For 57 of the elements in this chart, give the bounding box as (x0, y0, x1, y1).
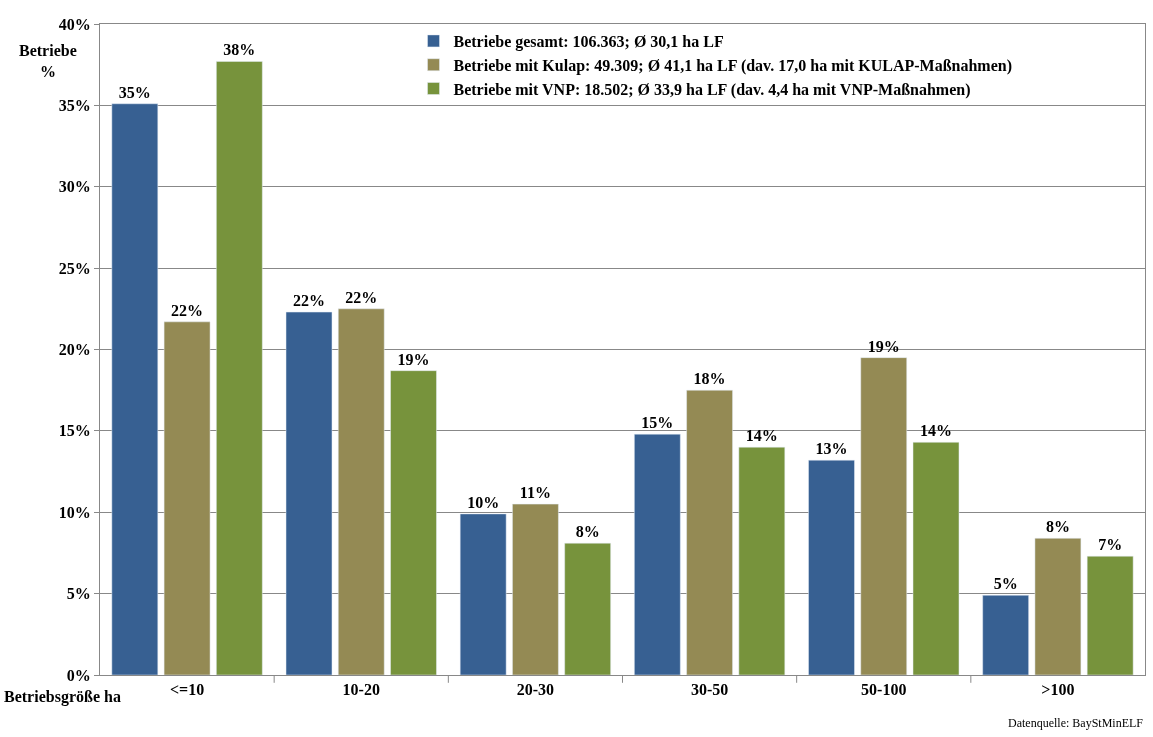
bar (738, 446, 786, 675)
bar (564, 542, 611, 675)
legend-label: Betriebe mit VNP: 18.502; Ø 33,9 ha LF (dav. 4,4 ha mit VNP-Maßnahmen) (453, 80, 971, 99)
data-label: 18% (693, 370, 726, 388)
bar (285, 311, 333, 675)
data-label: 11% (519, 484, 551, 502)
x-tick-label: 30-50 (690, 681, 729, 699)
data-label: 14% (745, 427, 778, 445)
data-label: 38% (223, 41, 256, 59)
x-tick-label: 50-100 (861, 681, 907, 699)
y-tick-label: 10% (58, 503, 91, 521)
y-tick-label: 20% (58, 341, 91, 359)
bar (686, 389, 733, 675)
bar (634, 433, 681, 675)
x-tick-label: 10-20 (342, 681, 380, 699)
data-label: 8% (575, 523, 600, 541)
bar (163, 321, 211, 675)
text: Datenquelle: BayStMinELF (1008, 716, 1144, 730)
y-tick-label: 40% (58, 15, 91, 33)
legend-label: Betriebe gesamt: 106.363; Ø 30,1 ha LF (453, 33, 724, 52)
data-label: 5% (993, 575, 1018, 593)
x-axis-title: Betriebsgröße ha (4, 688, 121, 706)
bar (860, 357, 907, 675)
data-label: 14% (920, 422, 952, 440)
y-tick-label: 30% (58, 178, 91, 196)
data-label: 22% (345, 288, 378, 306)
bar (216, 61, 263, 675)
y-axis-title: Betriebe % (19, 42, 77, 80)
bar (1034, 538, 1082, 675)
bar (912, 442, 960, 675)
x-tick-label: >100 (1041, 681, 1075, 699)
data-label: 10% (467, 493, 500, 511)
x-tick-label: <=10 (169, 681, 205, 699)
y-tick-label: 35% (58, 96, 91, 114)
y-tick-label: 15% (58, 422, 91, 440)
bar (111, 103, 159, 675)
data-label: 8% (1045, 518, 1070, 536)
data-label: 15% (641, 414, 674, 432)
data-label: 19% (867, 337, 900, 355)
bar (1086, 555, 1134, 675)
data-label: 35% (118, 83, 151, 101)
x-tick-label: 20-30 (516, 681, 555, 699)
bar (459, 513, 507, 675)
data-label: 22% (171, 301, 204, 319)
bar (982, 595, 1029, 675)
bar (338, 308, 385, 675)
y-tick-label: 25% (58, 259, 91, 277)
legend-label: Betriebe mit Kulap: 49.309; Ø 41,1 ha LF (dav. 17,0 ha mit KULAP-Maßnahmen) (453, 56, 1013, 75)
data-label: 13% (815, 440, 848, 458)
data-label: 7% (1098, 536, 1123, 554)
data-label: 22% (293, 292, 325, 310)
data-label: 19% (397, 350, 430, 368)
y-tick-label: 5% (66, 585, 91, 603)
y-tick-label: 0% (66, 666, 91, 684)
bar (512, 503, 559, 675)
bar (808, 459, 855, 675)
bar (390, 370, 437, 675)
